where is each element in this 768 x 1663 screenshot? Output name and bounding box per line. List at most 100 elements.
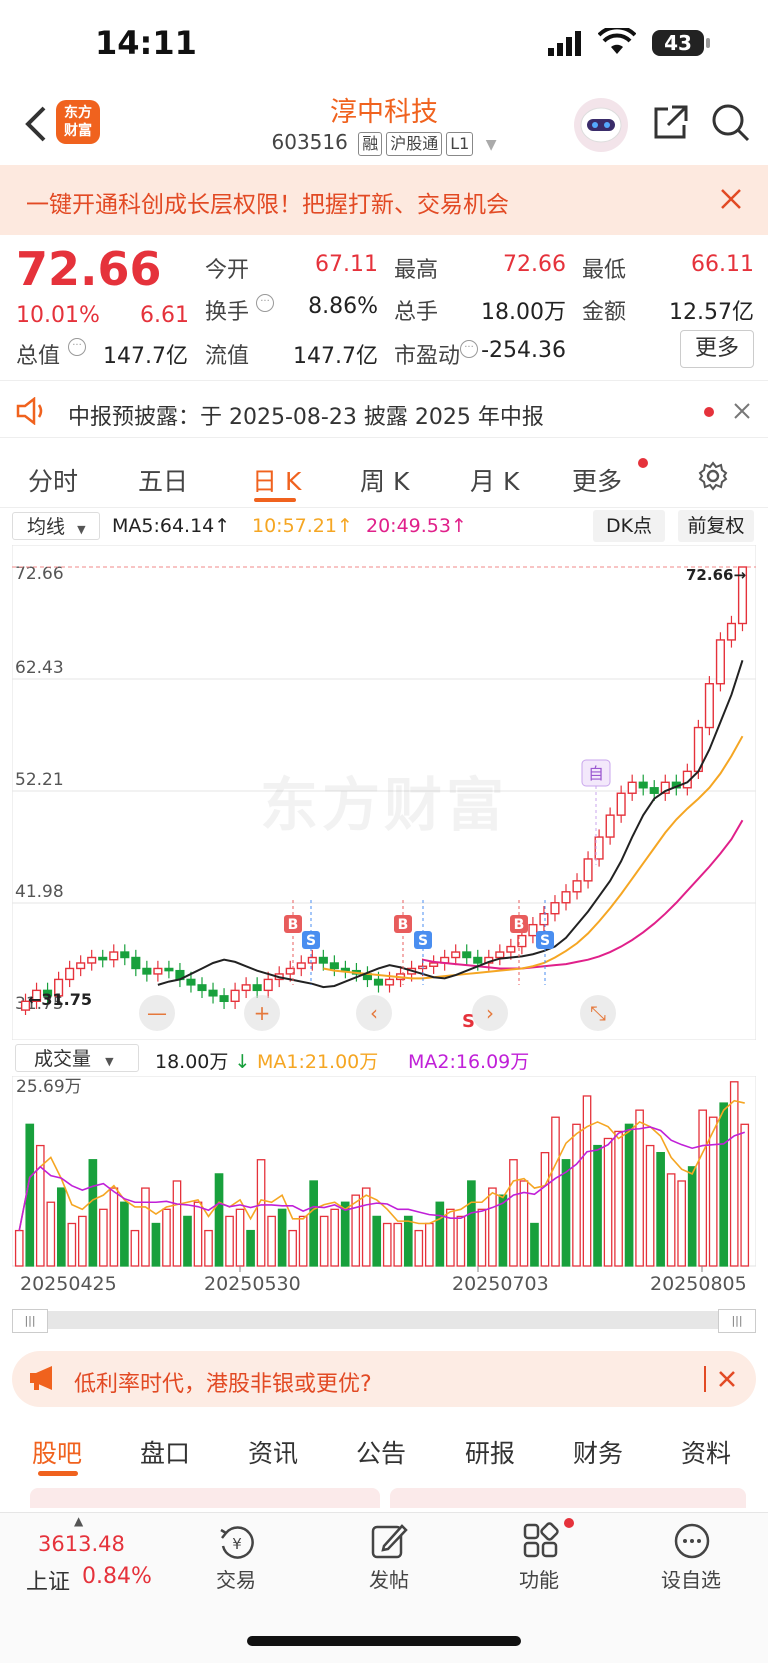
low-price-label: ←31.75 <box>28 990 92 1009</box>
tab-monthly-k[interactable]: 月 K <box>470 467 520 496</box>
candle-body <box>605 814 615 838</box>
tab-guba[interactable]: 股吧 <box>32 1439 83 1468</box>
tab-more[interactable]: 更多 <box>572 467 623 496</box>
candle-body <box>241 984 251 992</box>
banner-text[interactable]: 一键开通科创成长层权限！把握打新、交易机会 <box>26 192 509 218</box>
functions-icon[interactable] <box>522 1522 560 1564</box>
candle-body <box>131 956 141 970</box>
trade-marker <box>536 931 554 949</box>
volume-bar <box>298 1215 308 1267</box>
volume-bar <box>551 1116 560 1267</box>
dk-points-button[interactable]: DK点 <box>593 510 665 542</box>
notice-close-icon[interactable] <box>734 403 750 423</box>
promo-text[interactable]: 低利率时代，港股非银或更优? <box>74 1372 372 1397</box>
tab-profile[interactable]: 资料 <box>681 1439 732 1468</box>
last-price-label: 72.66→ <box>686 566 746 584</box>
index-name[interactable]: 上证 <box>26 1570 71 1595</box>
candle-body <box>230 989 240 1003</box>
trade-marker-label: B <box>398 917 409 933</box>
chevron-down-icon: ▼ <box>77 523 86 536</box>
volume-chart[interactable]: 25.69万 <box>12 1076 756 1276</box>
nav-post[interactable]: 发帖 <box>369 1568 409 1592</box>
volume-indicator-select[interactable]: 成交量 ▼ <box>15 1044 139 1072</box>
info-icon[interactable]: ··· <box>460 340 478 358</box>
candle-body <box>539 913 549 926</box>
robot-avatar-icon[interactable] <box>574 98 628 152</box>
index-value[interactable]: 3613.48 <box>38 1532 125 1556</box>
volume-value: 18.00万 ↓ <box>155 1051 251 1073</box>
volume-bar <box>172 1180 182 1267</box>
trade-marker-label: B <box>288 917 299 933</box>
scroll-handle-right[interactable]: ||| <box>718 1309 756 1333</box>
x-label-2: 20250530 <box>204 1273 301 1295</box>
post-icon[interactable] <box>370 1522 408 1564</box>
tab-news[interactable]: 资讯 <box>248 1439 299 1468</box>
volume-bar <box>151 1222 161 1267</box>
chart-control-icon: + <box>254 1001 271 1025</box>
chart-control-button <box>580 995 616 1031</box>
tab-research[interactable]: 研报 <box>465 1439 516 1468</box>
candle-body <box>208 989 218 997</box>
self-marker-label: 自 <box>588 764 604 783</box>
volume-max-label: 25.69万 <box>16 1077 82 1097</box>
chart-control-icon: ⤡ <box>590 1001 606 1025</box>
volume-bar <box>319 1215 329 1267</box>
volume-bar <box>25 1123 35 1267</box>
share-icon[interactable] <box>650 103 690 147</box>
tab-pankou[interactable]: 盘口 <box>140 1439 191 1468</box>
settings-icon[interactable] <box>698 461 728 495</box>
tab-finance[interactable]: 财务 <box>573 1439 624 1468</box>
kline-chart[interactable]: 72.6662.4352.2141.9831.7572.66→←31.75BSB… <box>12 545 756 1040</box>
info-icon[interactable]: ··· <box>68 338 86 356</box>
nav-functions[interactable]: 功能 <box>519 1568 559 1592</box>
promo-banner[interactable] <box>0 165 768 235</box>
app-logo: 东方 财富 <box>56 100 100 144</box>
tab-five-day[interactable]: 五日 <box>138 467 189 496</box>
volume-bar <box>467 1180 476 1267</box>
tab-announcement[interactable]: 公告 <box>356 1439 407 1468</box>
adjust-button[interactable]: 前复权 <box>678 510 754 542</box>
info-icon[interactable]: ··· <box>256 294 274 312</box>
stock-code-row[interactable]: 603516 融沪股通 L1 ▼ <box>0 130 768 156</box>
candle-body <box>252 984 262 992</box>
volume-bar <box>14 1229 24 1267</box>
volume-bar <box>204 1229 213 1267</box>
banner-close-icon[interactable] <box>720 188 742 214</box>
battery-tip <box>706 38 710 48</box>
notice-text[interactable]: 中报预披露：于 2025-08-23 披露 2025 年中报 <box>68 405 544 430</box>
label-volume: 总手 <box>394 300 439 325</box>
nav-trade[interactable]: 交易 <box>216 1568 256 1592</box>
peek-card <box>390 1488 746 1508</box>
promo-close-icon[interactable] <box>718 1370 736 1392</box>
volume-bar <box>35 1144 45 1267</box>
candle-body <box>219 995 229 1003</box>
back-icon[interactable] <box>22 104 48 148</box>
more-button[interactable]: 更多 <box>680 330 754 368</box>
trade-icon[interactable]: ¥ <box>218 1524 256 1566</box>
promo-card[interactable] <box>12 1351 756 1407</box>
index-change[interactable]: 0.84% <box>82 1564 152 1589</box>
volume-bar <box>120 1201 129 1267</box>
tab-weekly-k[interactable]: 周 K <box>360 467 410 496</box>
volume-ma1: MA1:21.00万 <box>257 1051 379 1073</box>
candle-body <box>307 956 317 964</box>
volume-bar <box>540 1151 550 1267</box>
search-icon[interactable] <box>710 102 752 148</box>
volume-bar <box>729 1081 739 1267</box>
tab-daily-k[interactable]: 日 K <box>252 467 302 496</box>
nav-add-watchlist[interactable]: 设自选 <box>661 1568 721 1592</box>
volume-bar <box>561 1159 571 1267</box>
s-marker: S <box>462 1011 475 1032</box>
volume-bar <box>183 1215 192 1267</box>
candle-body <box>31 989 42 1003</box>
add-watchlist-icon[interactable] <box>673 1522 711 1564</box>
volume-bar <box>393 1222 403 1267</box>
tab-intraday[interactable]: 分时 <box>28 467 79 496</box>
scroll-handle-left[interactable]: ||| <box>12 1309 48 1333</box>
chart-range-scrollbar[interactable] <box>12 1311 756 1329</box>
value-turnover: 8.86% <box>308 294 378 319</box>
volume-bar <box>382 1222 392 1267</box>
value-amount: 12.57亿 <box>669 300 754 325</box>
indicator-select[interactable]: 均线 ▼ <box>12 512 100 540</box>
chart-control-button <box>244 995 280 1031</box>
